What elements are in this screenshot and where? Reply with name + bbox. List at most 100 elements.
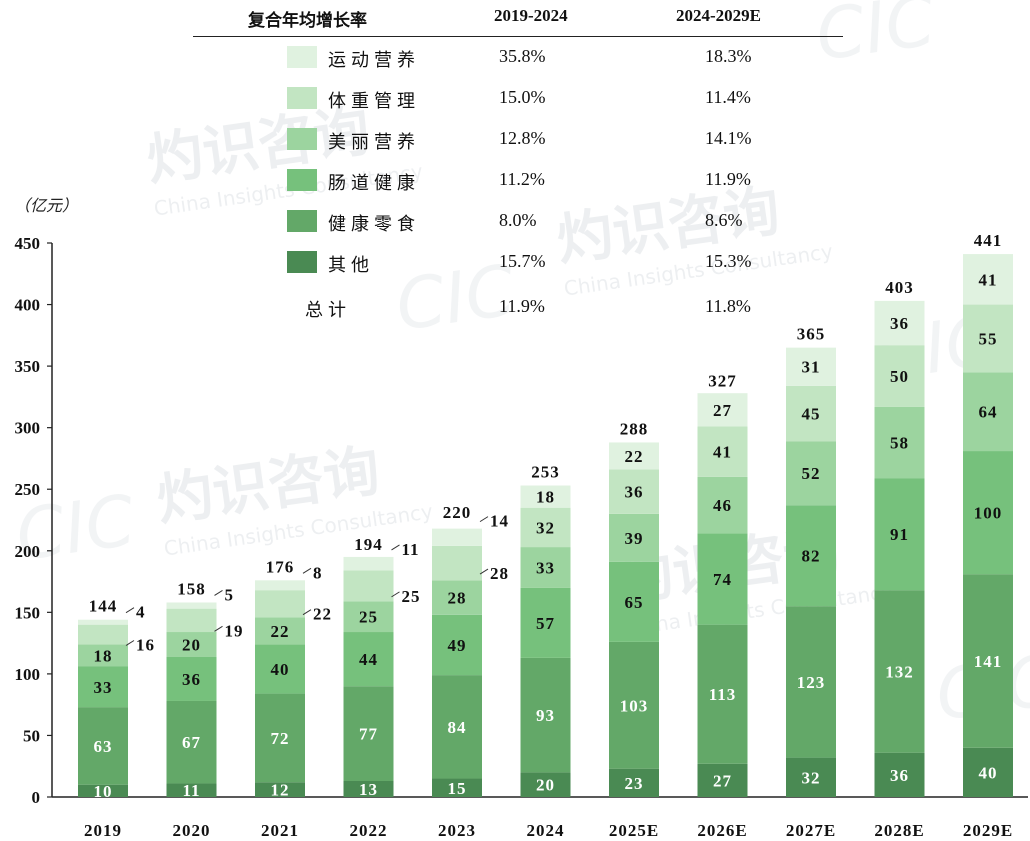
leader-line <box>391 591 400 598</box>
segment-label: 93 <box>536 706 555 725</box>
segment-label: 33 <box>536 558 555 577</box>
leader-line <box>479 568 489 575</box>
segment-label: 72 <box>271 729 290 748</box>
segment-label: 31 <box>802 358 821 377</box>
bar-segment <box>432 528 482 546</box>
segment-label: 39 <box>625 529 644 548</box>
total-label: 327 <box>708 371 737 390</box>
watermark-logo: CIC <box>391 249 520 347</box>
bar-segment <box>963 254 1013 305</box>
segment-label: 40 <box>271 660 290 679</box>
segment-label: 18 <box>94 646 113 665</box>
segment-label: 11 <box>182 781 200 800</box>
leader-line <box>479 516 489 523</box>
leader-line <box>214 590 223 596</box>
bar-segment <box>609 513 659 562</box>
segment-label: 63 <box>94 737 113 756</box>
segment-label: 65 <box>625 593 644 612</box>
segment-label: 45 <box>802 405 821 424</box>
segment-label: 55 <box>979 329 998 348</box>
bar-segment <box>78 619 128 625</box>
x-tick-label: 2024 <box>527 821 565 840</box>
segment-label: 40 <box>979 763 998 782</box>
segment-label: 32 <box>536 518 555 537</box>
bar-segment <box>78 666 128 708</box>
leader-line <box>125 607 135 614</box>
bar-segment <box>166 783 217 797</box>
bar-segment <box>520 587 571 658</box>
bar-segment <box>697 476 748 534</box>
segment-label: 28 <box>490 564 509 583</box>
y-tick-label: 50 <box>23 726 40 745</box>
segment-label: 41 <box>713 443 732 462</box>
segment-label: 16 <box>136 635 155 654</box>
bar-segment <box>697 533 748 625</box>
segment-label: 12 <box>271 781 290 800</box>
segment-label: 25 <box>359 608 378 627</box>
x-tick-label: 2025E <box>609 821 659 840</box>
bar-segment <box>255 693 305 783</box>
leader-line <box>125 640 135 646</box>
segment-label: 84 <box>448 718 467 737</box>
segment-label: 15 <box>448 779 467 798</box>
bars <box>78 254 1013 797</box>
segment-label: 18 <box>536 488 555 507</box>
segment-label: 44 <box>359 650 378 669</box>
bar-segment <box>697 393 748 427</box>
bar-segment <box>963 574 1013 748</box>
segment-label: 25 <box>402 587 421 606</box>
segment-label: 50 <box>890 367 909 386</box>
bar-segment <box>609 561 659 642</box>
y-tick-label: 400 <box>15 296 41 315</box>
x-tick-label: 2028E <box>874 821 924 840</box>
segment-label: 58 <box>890 433 909 452</box>
bar-segment <box>874 752 925 797</box>
y-tick-label: 100 <box>15 665 41 684</box>
leader-line <box>391 544 400 551</box>
segment-label: 32 <box>802 768 821 787</box>
segment-label: 10 <box>94 782 113 801</box>
data-labels: 1063331816414411673620195158127240222281… <box>89 231 1003 801</box>
watermark-logo: CIC <box>811 0 940 77</box>
bar-segment <box>786 606 836 758</box>
bar-segment <box>963 304 1013 373</box>
segment-label: 64 <box>979 403 998 422</box>
segment-label: 36 <box>182 670 201 689</box>
y-tick-label: 350 <box>15 357 41 376</box>
x-tick-label: 2022 <box>350 821 388 840</box>
bar-segment <box>697 426 748 477</box>
total-label: 176 <box>266 557 295 576</box>
bar-segment <box>874 300 925 346</box>
bar-segment <box>343 570 394 602</box>
bar-segment <box>432 778 482 797</box>
bar-segment <box>520 657 571 773</box>
bar-segment <box>874 345 925 407</box>
bar-segment <box>963 747 1013 797</box>
segment-label: 36 <box>625 483 644 502</box>
bar-segment <box>874 590 925 753</box>
total-label: 220 <box>443 503 472 522</box>
x-tick-label: 2023 <box>438 821 476 840</box>
segment-label: 46 <box>713 496 732 515</box>
bar-segment <box>343 632 394 687</box>
bar-segment <box>255 590 305 618</box>
x-tick-label: 2020 <box>173 821 211 840</box>
segment-label: 23 <box>625 774 644 793</box>
total-label: 441 <box>974 231 1003 250</box>
leader-line <box>302 567 312 574</box>
bar-segment <box>432 545 482 581</box>
segment-label: 27 <box>713 401 732 420</box>
total-label: 403 <box>885 278 914 297</box>
bar-segment <box>609 469 659 514</box>
bar-segment <box>697 763 748 797</box>
bar-segment <box>874 478 925 591</box>
bar-segment <box>520 547 571 588</box>
bar-segment <box>255 782 305 797</box>
bar-segment <box>78 624 128 645</box>
bar-segment <box>166 608 217 633</box>
segment-label: 123 <box>797 673 826 692</box>
segment-label: 11 <box>402 540 420 559</box>
segment-label: 14 <box>490 512 509 531</box>
